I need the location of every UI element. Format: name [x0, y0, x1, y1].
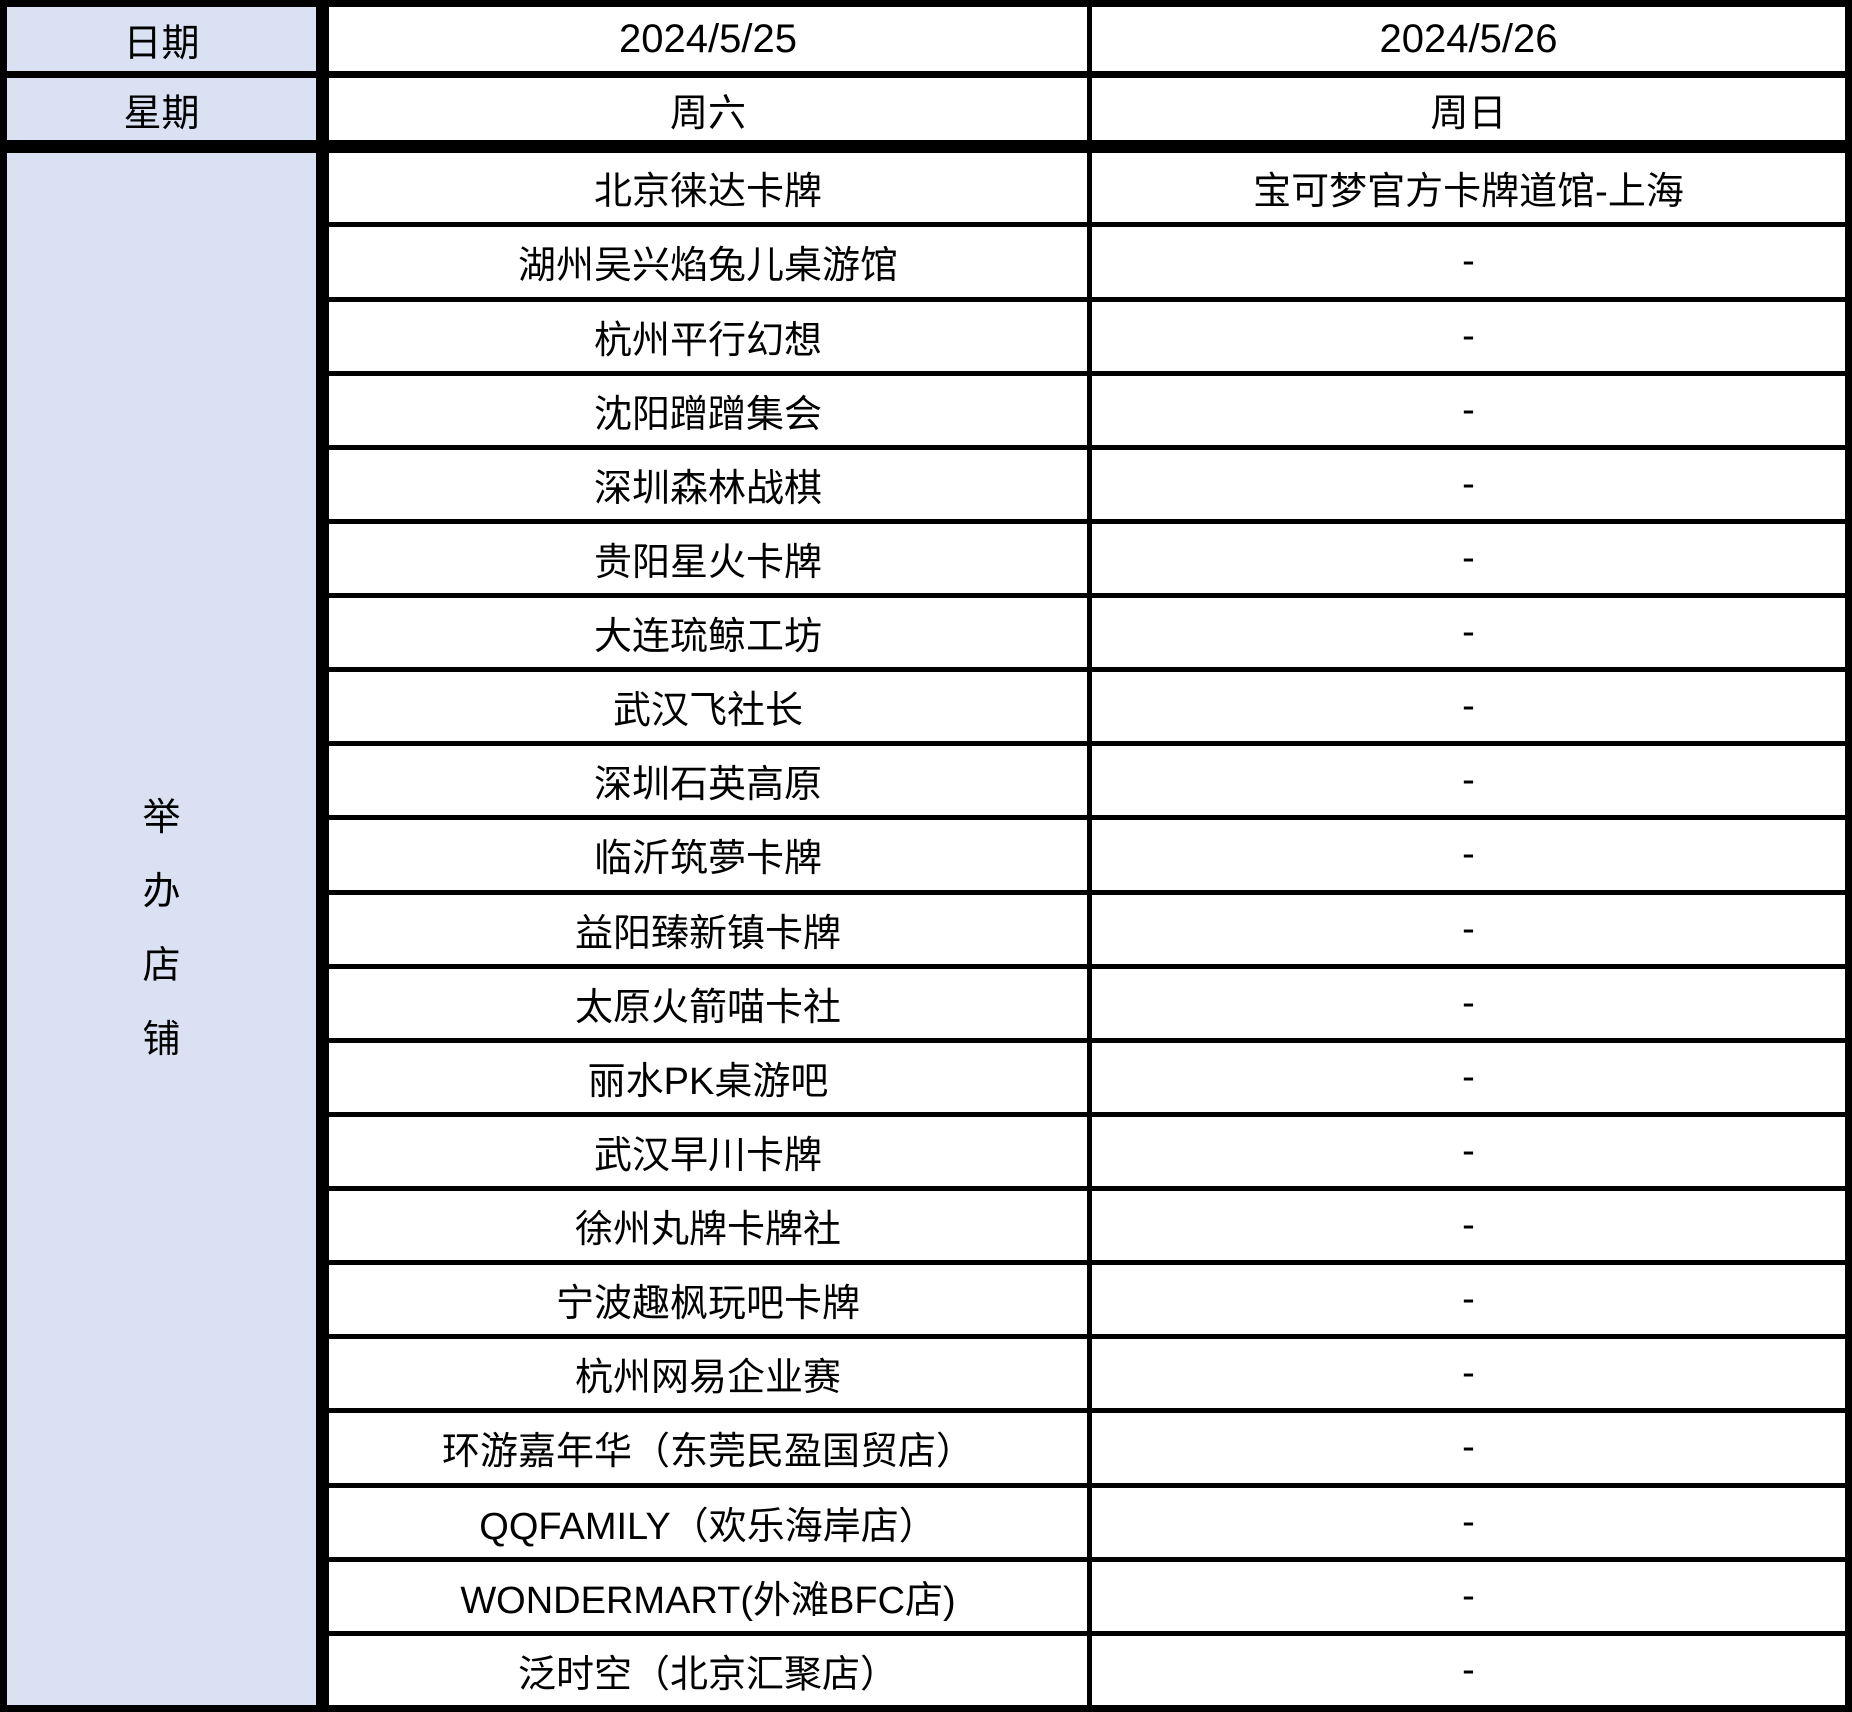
shop-cell-saturday: 深圳森林战棋	[320, 444, 1092, 524]
shop-cell-sunday: -	[1087, 296, 1851, 376]
shop-cell-sunday: -	[1087, 592, 1851, 673]
shop-cell-sunday: -	[1087, 667, 1851, 747]
shop-cell-saturday: 湖州吴兴焰兔儿桌游馆	[320, 222, 1092, 302]
shop-cell-saturday: 太原火箭喵卡社	[320, 963, 1092, 1043]
week-row-label: 星期	[1, 72, 329, 154]
table-row: 沈阳蹭蹭集会 -	[4, 370, 1851, 450]
shop-cell-sunday: -	[1087, 1630, 1851, 1712]
table-row: 杭州平行幻想 -	[4, 296, 1851, 376]
table-row: 徐州丸牌卡牌社 -	[4, 1185, 1851, 1266]
shop-cell-sunday: -	[1087, 741, 1851, 821]
shop-cell-saturday: 泛时空（北京汇聚店）	[320, 1630, 1092, 1712]
table-row: 武汉早川卡牌 -	[4, 1111, 1851, 1192]
table-row: 临沂筑夢卡牌 -	[4, 815, 1851, 895]
table-row: 举 办 店 铺 北京徕达卡牌 宝可梦官方卡牌道馆-上海	[1, 144, 1851, 1711]
shop-cell-sunday: -	[1087, 1185, 1851, 1266]
shop-cell-saturday: 徐州丸牌卡牌社	[320, 1185, 1092, 1266]
shop-cell-saturday: 大连琉鲸工坊	[320, 592, 1092, 673]
table-row-date: 日期 2024/5/25 2024/5/26	[1, 0, 1851, 79]
shop-cell-saturday: 沈阳蹭蹭集会	[320, 370, 1092, 450]
shop-cell-sunday: -	[1087, 1556, 1851, 1636]
date-saturday: 2024/5/25	[320, 0, 1092, 79]
shop-cell-saturday: 武汉早川卡牌	[320, 1111, 1092, 1192]
shop-cell-saturday: 临沂筑夢卡牌	[320, 815, 1092, 895]
shop-cell-sunday: -	[1087, 815, 1851, 895]
shop-cell-saturday: 武汉飞社长	[320, 667, 1092, 747]
table-row: 湖州吴兴焰兔儿桌游馆 -	[4, 222, 1851, 302]
shop-cell-saturday: 宁波趣枫玩吧卡牌	[320, 1260, 1092, 1340]
table-row-weekday: 星期 周六 周日	[1, 72, 1851, 154]
table-row: 丽水PK桌游吧 -	[4, 1037, 1851, 1117]
date-row-label: 日期	[1, 0, 329, 79]
shop-cell-saturday: WONDERMART(外滩BFC店)	[320, 1556, 1092, 1636]
shop-cell-saturday: 北京徕达卡牌	[320, 144, 1092, 228]
shop-cell-saturday: 丽水PK桌游吧	[320, 1037, 1092, 1117]
shop-cell-saturday: 深圳石英高原	[320, 741, 1092, 821]
weekday-sunday: 周日	[1087, 72, 1851, 154]
shop-cell-sunday: -	[1087, 370, 1851, 450]
shop-cell-sunday: -	[1087, 1037, 1851, 1117]
table-row: 大连琉鲸工坊 -	[4, 592, 1851, 673]
table-row: 益阳臻新镇卡牌 -	[4, 889, 1851, 969]
shop-cell-saturday: 环游嘉年华（东莞民盈国贸店）	[320, 1408, 1092, 1488]
table-row: 太原火箭喵卡社 -	[4, 963, 1851, 1043]
shop-cell-saturday: QQFAMILY（欢乐海岸店）	[320, 1482, 1092, 1562]
shop-cell-sunday: -	[1087, 1482, 1851, 1562]
shop-cell-sunday: 宝可梦官方卡牌道馆-上海	[1087, 144, 1851, 228]
date-sunday: 2024/5/26	[1087, 0, 1851, 79]
table-row: WONDERMART(外滩BFC店) -	[4, 1556, 1851, 1636]
shop-cell-sunday: -	[1087, 222, 1851, 302]
table-row: 环游嘉年华（东莞民盈国贸店） -	[4, 1408, 1851, 1488]
shop-cell-saturday: 杭州网易企业赛	[320, 1334, 1092, 1414]
shop-cell-sunday: -	[1087, 963, 1851, 1043]
table-row: 深圳森林战棋 -	[4, 444, 1851, 524]
shop-cell-sunday: -	[1087, 518, 1851, 599]
shop-cell-sunday: -	[1087, 444, 1851, 524]
group-label-hosting-shops: 举 办 店 铺	[1, 144, 329, 1711]
table-row: QQFAMILY（欢乐海岸店） -	[4, 1482, 1851, 1562]
table-row: 武汉飞社长 -	[4, 667, 1851, 747]
table-row: 深圳石英高原 -	[4, 741, 1851, 821]
shop-cell-saturday: 贵阳星火卡牌	[320, 518, 1092, 599]
vertical-label: 举 办 店 铺	[142, 797, 181, 1062]
shop-cell-sunday: -	[1087, 1334, 1851, 1414]
table-row: 杭州网易企业赛 -	[4, 1334, 1851, 1414]
table-row: 宁波趣枫玩吧卡牌 -	[4, 1260, 1851, 1340]
table-row: 泛时空（北京汇聚店） -	[4, 1630, 1851, 1712]
shop-cell-sunday: -	[1087, 889, 1851, 969]
shop-cell-sunday: -	[1087, 1260, 1851, 1340]
shop-cell-sunday: -	[1087, 1408, 1851, 1488]
shop-cell-saturday: 杭州平行幻想	[320, 296, 1092, 376]
shop-cell-saturday: 益阳臻新镇卡牌	[320, 889, 1092, 969]
weekday-saturday: 周六	[320, 72, 1092, 154]
shop-cell-sunday: -	[1087, 1111, 1851, 1192]
table-row: 贵阳星火卡牌 -	[4, 518, 1851, 599]
